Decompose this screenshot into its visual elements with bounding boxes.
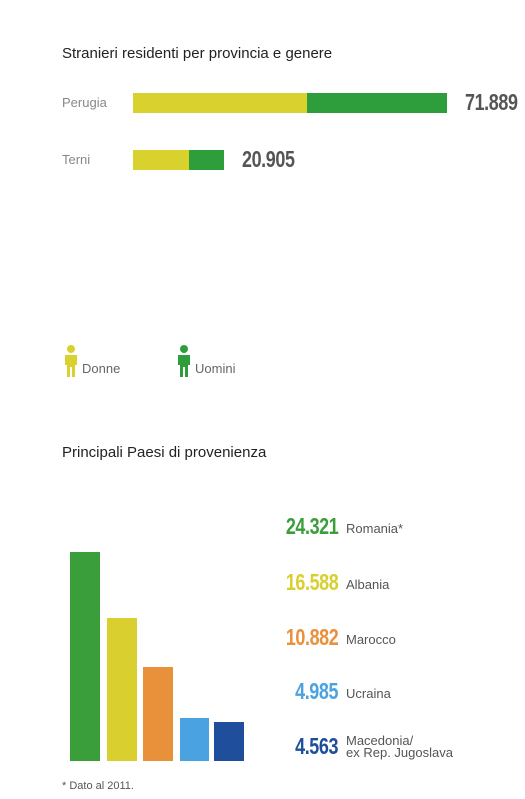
bar-segment [189, 150, 225, 170]
chart-title: Principali Paesi di provenienza [62, 444, 267, 461]
value-label: 10.882 [285, 624, 338, 650]
value-label: 4.985 [295, 678, 338, 704]
bar-segment [133, 150, 190, 170]
legend-label: Donne [82, 361, 121, 376]
legend-icon [178, 345, 190, 377]
chart-title: Stranieri residenti per provincia e gene… [62, 45, 333, 62]
bar [143, 667, 173, 761]
bar [107, 618, 137, 761]
value-label: 4.563 [295, 733, 338, 759]
value-label: 24.321 [285, 513, 338, 539]
total-label: 71.889 [465, 89, 518, 115]
footnote: * Dato al 2011. [62, 780, 134, 792]
legend-label: Uomini [195, 361, 236, 376]
category-label: Perugia [62, 95, 107, 110]
category-label: Terni [62, 152, 91, 167]
total-label: 20.905 [242, 146, 295, 172]
bar [180, 718, 209, 761]
bar-segment [306, 93, 447, 113]
category-label: Romania* [346, 521, 404, 536]
value-label: 16.588 [285, 569, 338, 595]
bar [70, 552, 100, 761]
category-label: Macedonia/ ex Rep. Jugoslava [346, 733, 453, 760]
category-label: Marocco [346, 632, 396, 647]
category-label: Ucraina [346, 686, 391, 701]
category-label: Albania [346, 577, 390, 592]
bar-segment [133, 93, 307, 113]
bar [214, 721, 244, 761]
legend-icon [65, 345, 77, 377]
